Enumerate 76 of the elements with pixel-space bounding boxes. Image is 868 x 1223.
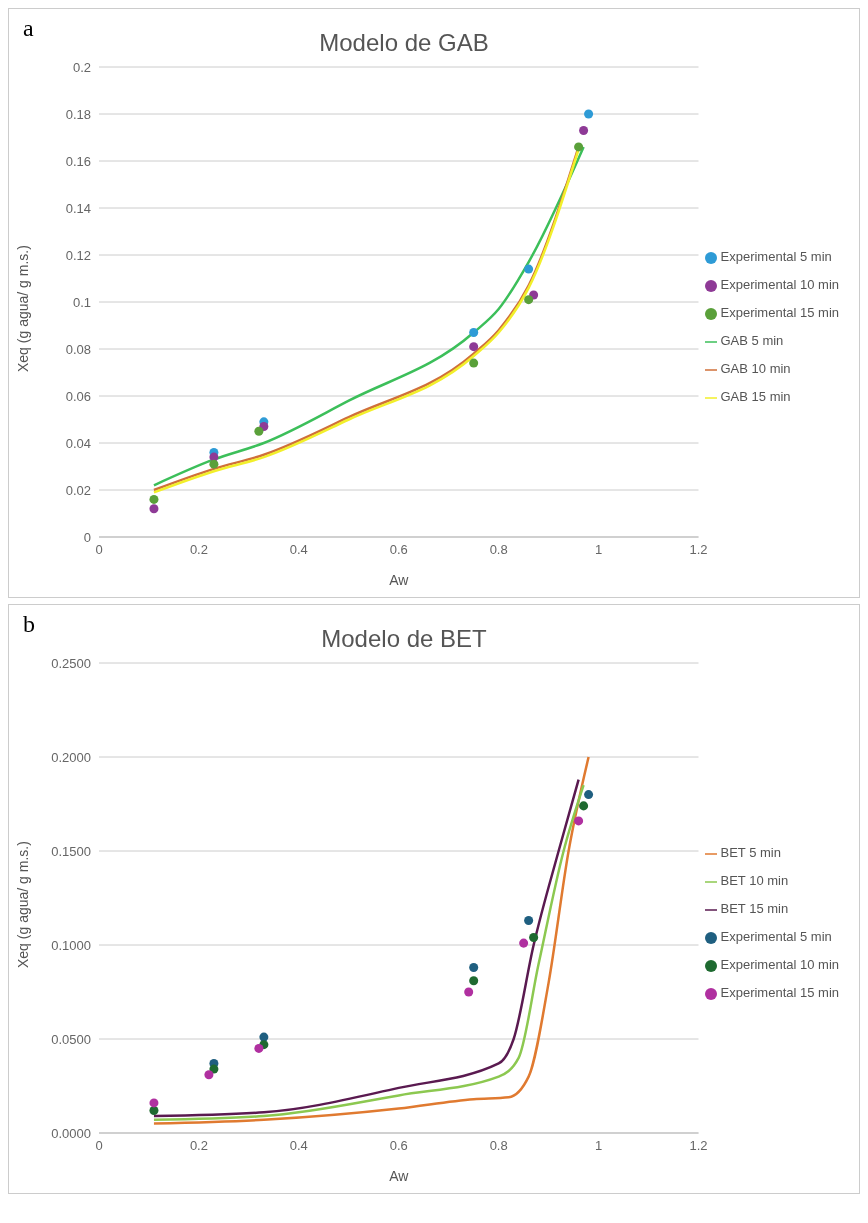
point <box>464 987 474 997</box>
y-tick-label: 0.0500 <box>51 1031 91 1047</box>
point <box>469 342 479 352</box>
chart-title: Modelo de GAB <box>319 29 489 56</box>
legend-label: BET 10 min <box>720 873 789 888</box>
y-tick-label: 0.1 <box>72 294 91 310</box>
x-tick-label: 0.8 <box>489 542 508 558</box>
point <box>469 976 479 986</box>
y-tick-label: 0.0000 <box>51 1125 91 1141</box>
point <box>204 1070 214 1080</box>
y-tick-label: 0.1000 <box>51 937 91 953</box>
legend-label: Experimental 10 min <box>720 957 839 972</box>
point <box>519 938 529 948</box>
point <box>469 358 479 368</box>
legend-label: BET 15 min <box>720 901 789 916</box>
point <box>574 142 584 152</box>
x-tick-label: 0.6 <box>389 1138 408 1154</box>
y-tick-label: 0.14 <box>65 200 91 216</box>
point <box>584 109 594 119</box>
y-tick-label: 0 <box>83 529 91 545</box>
x-tick-label: 0 <box>95 1138 103 1154</box>
x-tick-label: 0.2 <box>189 542 208 558</box>
point <box>469 328 479 338</box>
x-axis-title: Aw <box>389 572 410 588</box>
y-tick-label: 0.12 <box>65 247 91 263</box>
x-axis-title: Aw <box>389 1168 410 1184</box>
point <box>469 963 479 973</box>
point <box>524 295 534 305</box>
y-tick-label: 0.2 <box>72 59 91 75</box>
legend-label: GAB 15 min <box>720 389 791 404</box>
legend-label: Experimental 5 min <box>720 249 832 264</box>
y-axis-title: Xeq (g agua/ g m.s.) <box>14 245 31 372</box>
y-tick-label: 0.1500 <box>51 843 91 859</box>
x-tick-label: 0.2 <box>189 1138 208 1154</box>
x-tick-label: 1 <box>594 542 603 558</box>
y-axis-title: Xeq (g agua/ g m.s.) <box>14 841 31 968</box>
x-tick-label: 0.4 <box>289 1138 308 1154</box>
text: b <box>23 611 35 638</box>
point <box>149 1098 159 1108</box>
point <box>209 1064 219 1074</box>
point <box>149 504 159 514</box>
x-tick-label: 0 <box>95 542 103 558</box>
x-tick-label: 0.8 <box>489 1138 508 1154</box>
y-tick-label: 0.18 <box>65 106 91 122</box>
text: a <box>23 15 34 42</box>
y-tick-label: 0.02 <box>65 482 91 498</box>
y-tick-label: 0.2000 <box>51 749 91 765</box>
x-tick-label: 0.6 <box>389 542 408 558</box>
x-tick-label: 1.2 <box>689 1138 708 1154</box>
y-tick-label: 0.06 <box>65 388 91 404</box>
point <box>254 426 264 436</box>
legend-label: BET 5 min <box>720 845 781 860</box>
legend-label: GAB 5 min <box>720 333 784 348</box>
point <box>524 264 534 274</box>
y-tick-label: 0.04 <box>65 435 91 451</box>
point <box>209 459 219 469</box>
point <box>524 916 534 926</box>
legend-label: Experimental 15 min <box>720 305 839 320</box>
point <box>149 494 159 504</box>
legend-label: Experimental 10 min <box>720 277 839 292</box>
point <box>529 932 539 942</box>
legend-label: Experimental 5 min <box>720 929 832 944</box>
x-tick-label: 0.4 <box>289 542 308 558</box>
point <box>584 790 594 800</box>
legend-label: Experimental 15 min <box>720 985 839 1000</box>
point <box>579 125 589 135</box>
x-tick-label: 1.2 <box>689 542 708 558</box>
point <box>254 1043 264 1053</box>
chart-title: Modelo de BET <box>321 625 487 652</box>
legend-label: GAB 10 min <box>720 361 791 376</box>
point <box>574 816 584 826</box>
y-tick-label: 0.2500 <box>51 655 91 671</box>
point <box>579 801 589 811</box>
y-tick-label: 0.16 <box>65 153 91 169</box>
x-tick-label: 1 <box>594 1138 603 1154</box>
y-tick-label: 0.08 <box>65 341 91 357</box>
